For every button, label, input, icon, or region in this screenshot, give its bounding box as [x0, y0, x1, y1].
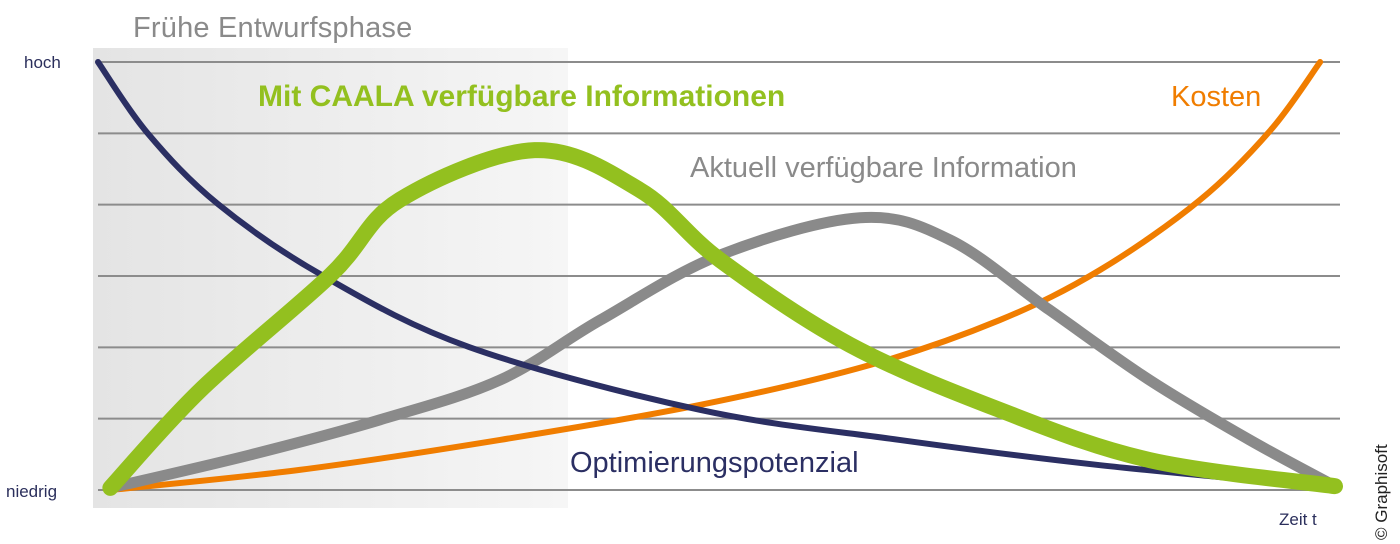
- series-label-optimierung: Optimierungspotenzial: [570, 447, 859, 479]
- series-label-aktuell: Aktuell verfügbare Information: [690, 152, 1077, 184]
- series-label-kosten: Kosten: [1171, 81, 1262, 113]
- x-axis-label: Zeit t: [1279, 510, 1317, 529]
- copyright-notice: © Graphisoft: [1372, 444, 1391, 540]
- series-lines: [95, 59, 1343, 496]
- caala-information-line: [102, 142, 1343, 496]
- y-axis-low-label: niedrig: [6, 482, 58, 501]
- optimierungspotenzial-line: [95, 59, 1338, 491]
- series-label-caala: Mit CAALA verfügbare Informationen: [258, 80, 786, 113]
- kosten-line: [107, 59, 1324, 493]
- y-axis-high-label: hoch: [24, 53, 61, 72]
- phase-title: Frühe Entwurfsphase: [133, 12, 413, 44]
- gridlines: [98, 61, 1340, 491]
- aktuell-information-line: [104, 211, 1341, 494]
